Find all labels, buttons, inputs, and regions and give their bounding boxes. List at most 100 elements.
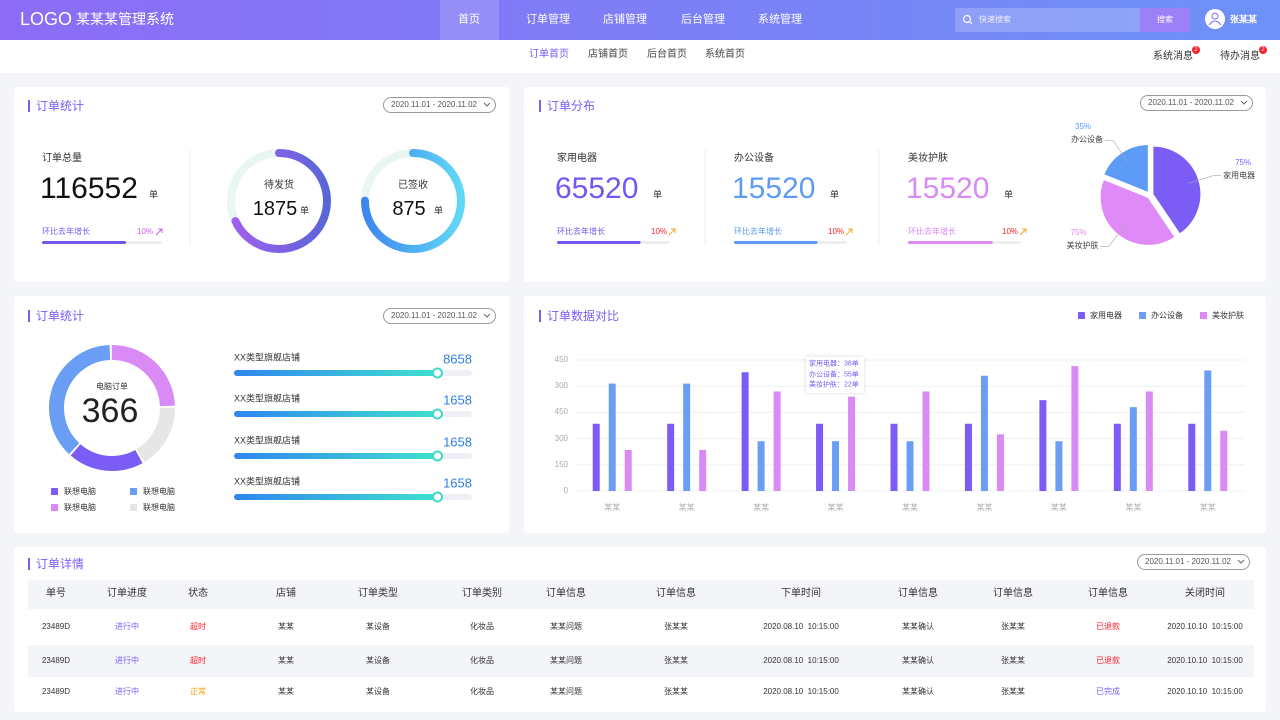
nav-item[interactable]: 店铺管理 [603,13,647,26]
search-button[interactable] [1140,8,1190,32]
legend-label: 美妆护肤 [1212,311,1244,320]
table-cell: 23489D [41,656,71,665]
message-link[interactable]: 系统消息 [1153,51,1193,62]
panel-title: 订单统计 [36,309,85,323]
y-tick-label: 300 [554,433,568,443]
metric-unit: 单 [653,189,663,200]
date-range: 2020.11.01 - 2020.11.02 [1148,98,1234,107]
nav-item[interactable]: 订单管理 [526,13,570,26]
table-cell: 超时 [190,622,206,631]
table-cell: 某某确认 [902,687,934,696]
x-tick-label: 某某 [827,503,844,512]
ring-value: 1875 [252,198,298,220]
legend-label: 家用电器 [1090,311,1122,320]
table-cell: 某某问题 [550,656,582,665]
search-icon [969,21,973,25]
table-cell: 2020.10.10 10:15:00 [1167,656,1243,665]
bar [667,423,675,491]
progress-knob [431,408,443,420]
table-cell: 已退款 [1096,656,1120,665]
nav-item[interactable]: 后台管理 [681,13,725,26]
tooltip [806,357,864,393]
bar [592,423,600,491]
message-link[interactable]: 待办消息 [1220,51,1260,62]
table-header-cell: 单号 [46,588,66,599]
bar [848,396,856,491]
legend-label: 联想电脑 [143,503,175,512]
table-cell: 张某某 [1001,622,1025,631]
bar [890,423,898,491]
search-icon [962,14,972,24]
ring-label: 待发货 [264,180,294,191]
table-row-bg [28,645,1254,677]
bar [757,441,765,491]
legend-swatch [51,504,58,511]
table-cell: 23489D [41,622,71,631]
date-picker[interactable] [383,308,496,324]
bar [1071,366,1079,491]
trend-arrow-icon [1019,228,1027,236]
pie-value-label: 75% [1070,228,1087,238]
date-picker[interactable] [1140,95,1253,111]
table-header-cell: 下单时间 [781,588,821,599]
x-tick-label: 某某 [1125,503,1142,512]
y-tick-label: 150 [554,459,568,469]
progress-knob [431,491,443,503]
pie-value-label: 75% [1235,157,1252,167]
subnav-tab[interactable]: 订单首页 [529,49,569,60]
progress-knob [431,367,443,379]
table-cell: 化妆品 [470,687,494,696]
table-cell: 张某某 [664,622,688,631]
nav-item[interactable]: 首页 [458,13,480,26]
subnav-tab[interactable]: 系统首页 [705,49,745,60]
table-header-cell: 订单信息 [1088,588,1128,599]
legend-swatch [1200,312,1207,319]
y-tick-label: 450 [554,355,568,364]
header-bar [0,0,1280,40]
badge [1192,46,1200,54]
table-header-cell: 订单信息 [993,588,1033,599]
x-tick-label: 某某 [753,503,770,512]
legend-label: 联想电脑 [64,487,96,496]
date-picker[interactable] [1137,554,1250,570]
bar-chart-panel [524,296,1266,533]
date-range: 2020.11.01 - 2020.11.02 [391,100,477,109]
store-value: 8658 [443,351,472,367]
search-placeholder: 快速搜索 [979,15,1011,24]
title-accent [28,100,30,112]
search-box[interactable] [955,8,1140,32]
table-cell: 张某某 [1001,687,1025,696]
title-accent [539,100,541,112]
date-picker[interactable] [383,97,496,113]
pie-value-label: 35% [1075,122,1092,132]
subnav-tab[interactable]: 店铺首页 [588,49,628,60]
user-name[interactable]: 张某某 [1230,14,1258,25]
legend-label: 办公设备 [1151,311,1183,320]
bar [1220,430,1228,491]
table-cell: 某设备 [366,687,390,696]
ring-progress [227,149,331,253]
table-cell: 某某确认 [902,622,934,631]
growth-label: 环比去年增长 [908,227,956,236]
table-cell: 23489D [41,687,71,696]
badge-count: 2 [1261,47,1265,53]
bar [624,449,632,491]
donut-segment [70,444,143,471]
table-cell: 进行中 [115,622,139,631]
bar [608,383,616,491]
tooltip-line: 办公设备：55单 [809,371,859,378]
x-tick-label: 某某 [1199,503,1216,512]
nav-item[interactable]: 系统管理 [758,13,802,26]
search-button-label[interactable]: 搜索 [1157,15,1173,24]
title-accent [28,310,30,322]
legend-label: 联想电脑 [143,487,175,496]
app-title: 某某某管理系统 [76,11,174,27]
bar [741,372,749,491]
metric-unit: 单 [149,189,159,200]
leader-line [1105,140,1128,163]
table-cell: 正常 [190,687,206,696]
subnav-tab[interactable]: 后台首页 [647,49,687,60]
growth-value: 10% [828,227,845,236]
growth-value: 10% [651,227,668,236]
